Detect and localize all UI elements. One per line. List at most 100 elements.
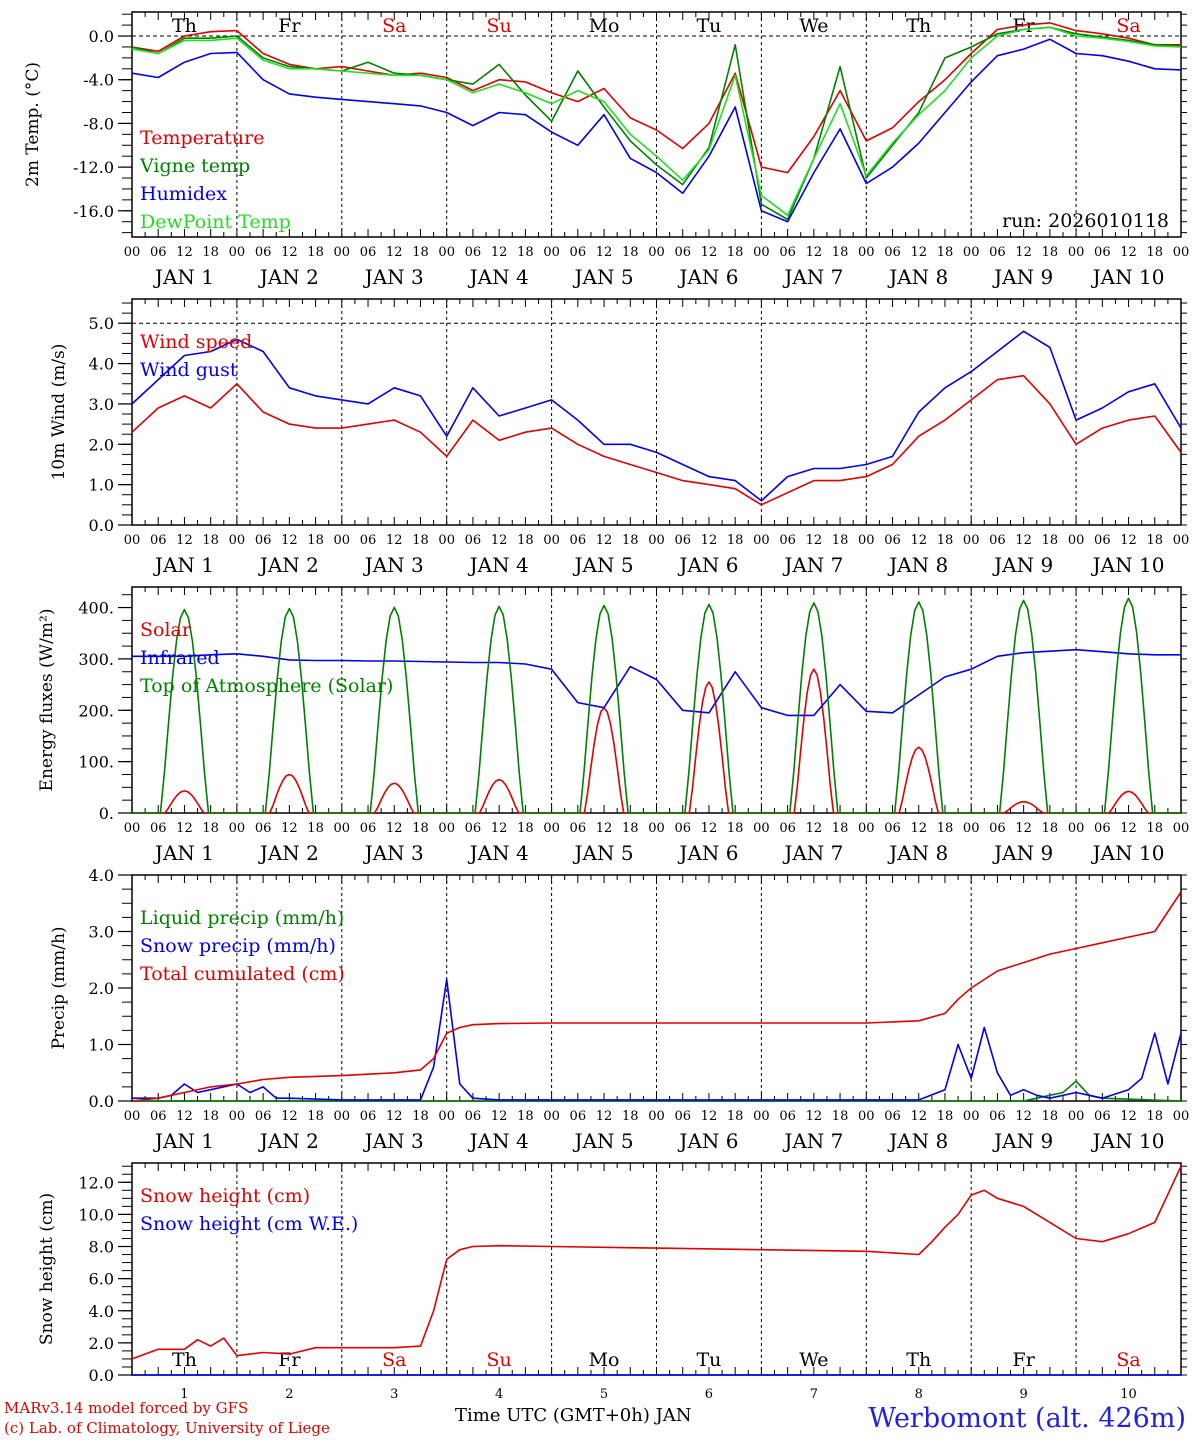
hour-tick-label: 18 <box>1147 1109 1164 1124</box>
day-label: JAN 1 <box>153 265 214 289</box>
hour-tick-label: 06 <box>779 533 796 548</box>
hour-tick-label: 12 <box>491 533 508 548</box>
legend-entry: Wind speed <box>140 331 252 353</box>
hour-tick-label: 18 <box>202 533 219 548</box>
hour-tick-label: 18 <box>307 821 324 836</box>
hour-tick-label: 18 <box>307 245 324 260</box>
lab-credit: (c) Lab. of Climatology, University of L… <box>4 1419 330 1437</box>
y-tick-label: 3.0 <box>89 395 114 414</box>
day-label: JAN 2 <box>258 1129 319 1153</box>
run-label: run: 2026010118 <box>1002 210 1169 232</box>
hour-tick-label: 06 <box>674 245 691 260</box>
day-label: JAN 3 <box>363 553 424 577</box>
hour-tick-label: 12 <box>1015 821 1032 836</box>
day-label: JAN 2 <box>258 553 319 577</box>
hour-tick-label: 18 <box>412 1109 429 1124</box>
day-label: JAN 9 <box>992 841 1053 865</box>
series-top-of-atmosphere-solar <box>132 597 1181 814</box>
day-label: JAN 1 <box>153 841 214 865</box>
y-axis-label: 2m Temp. (°C) <box>23 62 43 187</box>
hour-tick-label: 18 <box>517 533 534 548</box>
hour-tick-label: 18 <box>622 533 639 548</box>
day-label: JAN 10 <box>1091 265 1165 289</box>
day-label: JAN 2 <box>258 265 319 289</box>
hour-tick-label: 18 <box>727 533 744 548</box>
weekday-label: Sa <box>382 1349 406 1371</box>
legend-entry: Solar <box>140 619 192 641</box>
hour-tick-label: 18 <box>937 1109 954 1124</box>
hour-tick-label: 00 <box>1068 821 1085 836</box>
legend-entry: Snow height (cm) <box>140 1185 310 1207</box>
y-tick-label: 3.0 <box>89 923 114 942</box>
day-label: JAN 4 <box>468 1129 529 1153</box>
hour-tick-label: 12 <box>910 821 927 836</box>
hour-tick-label: 06 <box>989 533 1006 548</box>
hour-tick-label: 18 <box>412 533 429 548</box>
weekday-label: We <box>799 15 828 37</box>
hour-tick-label: 06 <box>360 821 377 836</box>
time-axis-label: Time UTC (GMT+0h) JAN <box>455 1405 692 1426</box>
panel-frame <box>131 11 1182 238</box>
y-axis-label: 10m Wind (m/s) <box>49 344 69 481</box>
day-label: JAN 7 <box>782 265 843 289</box>
hour-tick-label: 00 <box>124 245 141 260</box>
day-number: 2 <box>285 1387 293 1402</box>
hour-tick-label: 12 <box>701 245 718 260</box>
hour-tick-label: 18 <box>832 533 849 548</box>
hour-tick-label: 18 <box>727 245 744 260</box>
y-tick-label: 2.0 <box>89 435 114 454</box>
weekday-label: Th <box>906 1349 931 1371</box>
hour-tick-label: 06 <box>674 821 691 836</box>
hour-tick-label: 00 <box>753 821 770 836</box>
panel-5: 0.0 2.0 4.0 6.0 8.0 10.0 12.0 Snow height (cm) 1… <box>37 1162 1187 1402</box>
day-label: JAN 9 <box>992 265 1053 289</box>
hour-tick-label: 00 <box>334 821 351 836</box>
hour-tick-label: 18 <box>202 245 219 260</box>
hour-tick-label: 12 <box>386 1109 403 1124</box>
hour-tick-label: 12 <box>176 1109 193 1124</box>
day-number: 10 <box>1120 1387 1137 1402</box>
hour-tick-label: 00 <box>753 1109 770 1124</box>
hour-tick-label: 06 <box>1094 821 1111 836</box>
y-tick-label: -12.0 <box>73 158 114 177</box>
legend-entry: Snow height (cm W.E.) <box>140 1213 358 1235</box>
y-tick-label: 2.0 <box>89 979 114 998</box>
hour-tick-label: 18 <box>727 1109 744 1124</box>
y-tick-label: 1.0 <box>89 476 114 495</box>
series-humidex <box>131 38 1182 223</box>
y-tick-label: 6.0 <box>89 1270 114 1289</box>
day-label: JAN 8 <box>887 553 948 577</box>
hour-tick-label: 12 <box>806 533 823 548</box>
y-tick-label: 0.0 <box>89 1092 114 1111</box>
hour-tick-label: 06 <box>1094 1109 1111 1124</box>
hour-tick-label: 00 <box>648 821 665 836</box>
hour-tick-label: 06 <box>360 1109 377 1124</box>
hour-tick-label: 18 <box>1042 821 1059 836</box>
y-tick-label: 300. <box>78 650 114 669</box>
hour-tick-label: 12 <box>1015 533 1032 548</box>
hour-tick-label: 00 <box>438 245 455 260</box>
hour-tick-label: 00 <box>543 245 560 260</box>
legend-entry: Liquid precip (mm/h) <box>140 907 344 929</box>
hour-tick-label: 00 <box>1068 1109 1085 1124</box>
hour-tick-label: 12 <box>176 821 193 836</box>
hour-tick-label: 12 <box>701 821 718 836</box>
day-label: JAN 10 <box>1091 553 1165 577</box>
hour-tick-label: 12 <box>491 821 508 836</box>
hour-tick-label: 18 <box>202 821 219 836</box>
hour-tick-label: 06 <box>989 1109 1006 1124</box>
y-tick-label: 0.0 <box>89 27 114 46</box>
hour-tick-label: 12 <box>386 821 403 836</box>
day-number: 8 <box>915 1387 923 1402</box>
hour-tick-label: 06 <box>779 1109 796 1124</box>
hour-tick-label: 06 <box>570 245 587 260</box>
weekday-label: Mo <box>589 15 620 37</box>
hour-tick-label: 06 <box>360 245 377 260</box>
hour-tick-label: 12 <box>281 245 298 260</box>
model-credit: MARv3.14 model forced by GFS <box>4 1399 249 1417</box>
hour-tick-label: 00 <box>1068 533 1085 548</box>
hour-tick-label: 12 <box>386 533 403 548</box>
hour-tick-label: 00 <box>858 533 875 548</box>
hour-tick-label: 06 <box>674 1109 691 1124</box>
